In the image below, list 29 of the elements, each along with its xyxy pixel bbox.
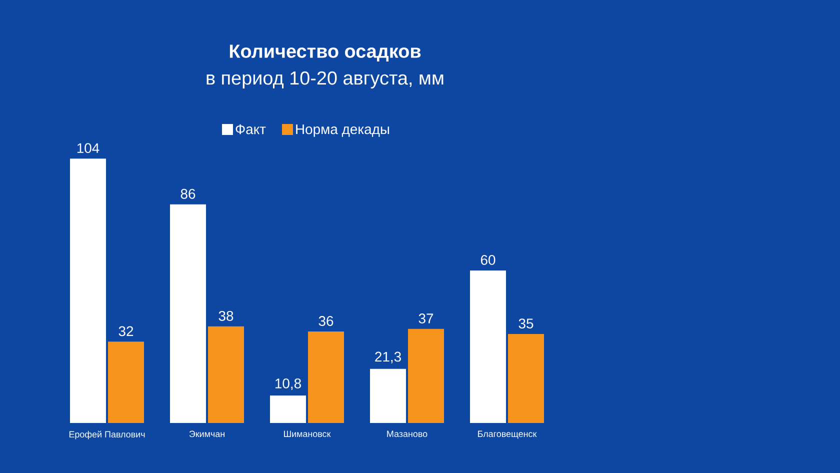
- bar: [108, 342, 144, 423]
- data-label: 32: [118, 326, 134, 336]
- x-tick-label: Мазаново: [387, 430, 428, 438]
- data-label: 10,8: [275, 378, 301, 390]
- data-label: 104: [77, 143, 100, 154]
- data-label: 37: [418, 314, 434, 324]
- bar: [170, 204, 206, 423]
- bar: [408, 328, 444, 423]
- bar: [308, 331, 344, 423]
- bar: [370, 368, 406, 423]
- bar: [508, 334, 544, 423]
- x-tick-label: Экимчан: [189, 430, 224, 438]
- data-label: 38: [218, 310, 234, 321]
- chart-title: Количество осадков: [230, 44, 421, 62]
- bar: [208, 326, 244, 423]
- data-label: 60: [480, 255, 496, 265]
- bar: [70, 158, 106, 423]
- data-label: 86: [180, 188, 196, 199]
- chart-subtitle: в период 10-20 августа, мм: [206, 71, 444, 88]
- x-tick-label: Шимановск: [284, 430, 331, 438]
- legend-label: Норма декады: [296, 124, 390, 137]
- bar: [270, 396, 306, 423]
- data-label: 21,3: [375, 352, 401, 364]
- legend-label: Факт: [236, 124, 266, 134]
- data-label: 36: [318, 316, 334, 326]
- data-label: 35: [518, 318, 534, 328]
- x-tick-label: Ерофей Павлович: [69, 430, 145, 440]
- bar: [470, 270, 506, 423]
- x-tick-label: Благовещенск: [478, 430, 537, 439]
